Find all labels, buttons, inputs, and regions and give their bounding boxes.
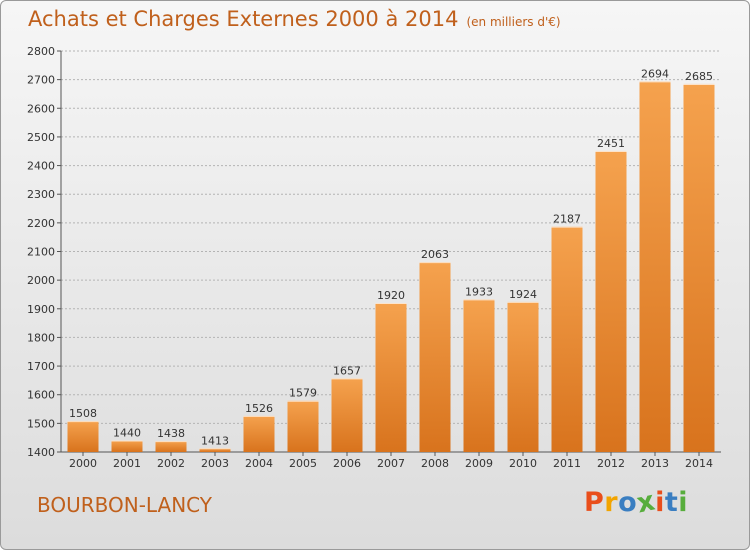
bar [551, 226, 583, 452]
y-tick-label: 2700 [27, 74, 55, 87]
y-tick-label: 2400 [27, 160, 55, 173]
bar [419, 262, 451, 452]
x-tick-label: 2010 [509, 457, 537, 470]
bar [155, 441, 187, 452]
x-tick-label: 2006 [333, 457, 361, 470]
data-label: 1413 [201, 434, 229, 447]
data-label: 1920 [377, 289, 405, 302]
y-tick-label: 1900 [27, 303, 55, 316]
bar [331, 378, 363, 452]
data-label: 1440 [113, 427, 141, 440]
bar [463, 299, 495, 452]
data-label: 1933 [465, 285, 493, 298]
x-tick-label: 2011 [553, 457, 581, 470]
logo-letter: t [664, 487, 679, 518]
y-tick-label: 2600 [27, 102, 55, 115]
y-tick-label: 2100 [27, 246, 55, 259]
data-label: 2451 [597, 137, 625, 150]
y-tick-label: 1800 [27, 331, 55, 344]
x-tick-label: 2009 [465, 457, 493, 470]
x-tick-label: 2013 [641, 457, 669, 470]
y-tick-label: 2800 [27, 45, 55, 58]
x-tick-label: 2001 [113, 457, 141, 470]
data-label: 1526 [245, 402, 273, 415]
data-label: 2063 [421, 248, 449, 261]
bar [243, 415, 275, 452]
bar [595, 150, 627, 453]
y-tick-label: 1700 [27, 360, 55, 373]
y-tick-label: 2300 [27, 188, 55, 201]
bar [287, 400, 319, 452]
proxiti-logo: Proxiti [584, 485, 689, 519]
logo-letter: o [618, 487, 638, 518]
chart-subtitle: (en milliers d'€) [466, 15, 561, 29]
bar [199, 448, 231, 452]
logo-letter: P [584, 487, 605, 518]
x-tick-label: 2000 [69, 457, 97, 470]
bar [375, 303, 407, 452]
grid-lines [61, 50, 721, 424]
y-tick-label: 2000 [27, 274, 55, 287]
x-tick-labels: 2000 2001 2002 2003 2004 2005 2006 2007 2008 2009… [69, 457, 713, 470]
x-tick-label: 2012 [597, 457, 625, 470]
data-label: 1579 [289, 387, 317, 400]
y-tick-label: 2200 [27, 217, 55, 230]
x-tick-label: 2007 [377, 457, 405, 470]
data-labels: 1508 1440 1438 1413 1526 1579 1657 1920 2063 1933… [69, 67, 713, 447]
x-tick-label: 2005 [289, 457, 317, 470]
city-name: BOURBON-LANCY [37, 493, 213, 517]
logo-letter: r [604, 487, 619, 518]
bars [67, 81, 715, 453]
logo-letter: i [655, 487, 665, 518]
x-tick-label: 2008 [421, 457, 449, 470]
chart-title-text: Achats et Charges Externes 2000 à 2014 [28, 7, 459, 31]
bar [111, 440, 143, 452]
bar [683, 83, 715, 453]
x-tick-label: 2004 [245, 457, 273, 470]
data-label: 2694 [641, 67, 669, 80]
x-tick-label: 2002 [157, 457, 185, 470]
data-label: 1438 [157, 427, 185, 440]
data-label: 1657 [333, 364, 361, 377]
y-tick-label: 1400 [27, 446, 55, 459]
data-label: 2685 [685, 70, 713, 83]
x-tick-label: 2014 [685, 457, 713, 470]
bar [639, 81, 671, 453]
chart-title: Achats et Charges Externes 2000 à 2014 (e… [28, 7, 561, 31]
bar [507, 301, 539, 452]
bar [67, 421, 99, 452]
data-label: 1508 [69, 407, 97, 420]
data-label: 2187 [553, 213, 581, 226]
y-tick-label: 2500 [27, 131, 55, 144]
y-tick-label: 1600 [27, 389, 55, 402]
logo-letter: i [678, 487, 689, 518]
x-tick-label: 2003 [201, 457, 229, 470]
y-tick-labels: 1400 1500 1600 1700 1800 1900 2000 2100 2200 2300… [27, 45, 55, 459]
y-tick-label: 1500 [27, 417, 55, 430]
data-label: 1924 [509, 288, 537, 301]
